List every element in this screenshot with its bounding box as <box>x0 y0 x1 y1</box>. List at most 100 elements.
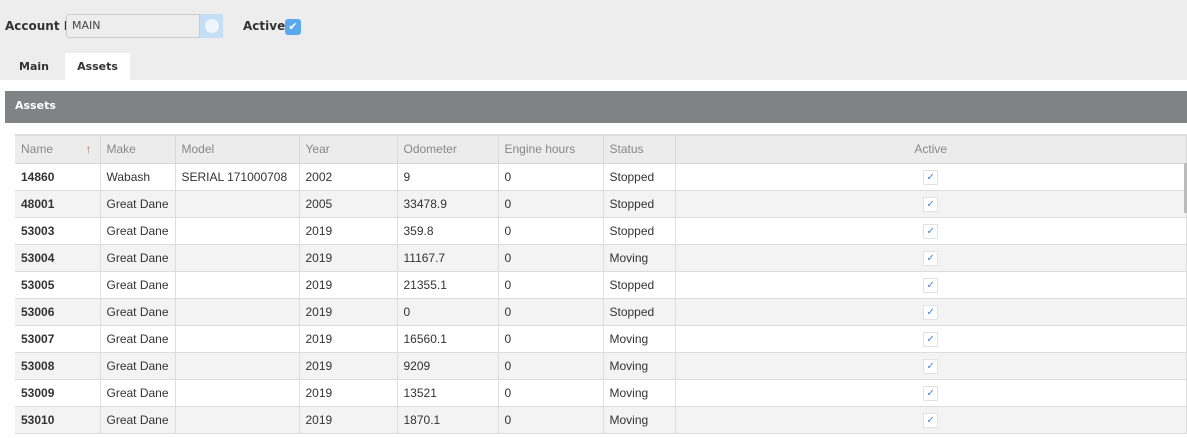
form-header: Account Id MAIN Active ✔ Main Assets <box>0 0 1187 80</box>
active-checkbox-icon[interactable]: ✓ <box>923 385 939 401</box>
lookup-button[interactable] <box>200 14 223 38</box>
assets-table: Name ↑ Make Model Year Odometer Engine hours St… <box>15 134 1187 434</box>
cell-model <box>175 217 300 245</box>
active-checkbox-icon[interactable]: ✓ <box>923 304 939 320</box>
cell-odometer: 9 <box>397 163 499 191</box>
column-header-odometer[interactable]: Odometer <box>397 134 499 164</box>
cell-year: 2019 <box>299 325 398 353</box>
active-checkbox-icon[interactable]: ✓ <box>923 250 939 266</box>
cell-status: Moving <box>603 406 676 434</box>
active-checkbox-icon[interactable]: ✓ <box>923 277 939 293</box>
cell-year: 2019 <box>299 406 398 434</box>
table-row[interactable]: 53007 Great Dane 2019 16560.1 0 Moving ✓ <box>15 325 1187 353</box>
account-id-input[interactable]: MAIN <box>66 14 200 38</box>
cell-year: 2019 <box>299 298 398 326</box>
cell-model <box>175 352 300 380</box>
active-checkbox-icon[interactable]: ✓ <box>923 358 939 374</box>
table-row[interactable]: 53006 Great Dane 2019 0 0 Stopped ✓ <box>15 298 1187 326</box>
cell-engine-hours: 0 <box>498 352 604 380</box>
cell-active: ✓ <box>675 190 1187 218</box>
cell-status: Moving <box>603 325 676 353</box>
sort-ascending-icon[interactable]: ↑ <box>85 142 92 157</box>
cell-status: Stopped <box>603 163 676 191</box>
column-header-engine-hours[interactable]: Engine hours <box>498 134 604 164</box>
table-row[interactable]: 53009 Great Dane 2019 13521 0 Moving ✓ <box>15 379 1187 407</box>
cell-name: 53003 <box>15 217 101 245</box>
table-row[interactable]: 48001 Great Dane 2005 33478.9 0 Stopped ✓ <box>15 190 1187 218</box>
cell-model <box>175 271 300 299</box>
column-header-year[interactable]: Year <box>299 134 398 164</box>
column-label: Year <box>305 142 330 157</box>
column-label: Make <box>106 142 136 157</box>
cell-make: Great Dane <box>100 244 176 272</box>
cell-status: Stopped <box>603 190 676 218</box>
cell-name: 53005 <box>15 271 101 299</box>
cell-make: Great Dane <box>100 379 176 407</box>
cell-engine-hours: 0 <box>498 298 604 326</box>
active-label: Active <box>243 19 286 33</box>
cell-year: 2002 <box>299 163 398 191</box>
active-checkbox-icon[interactable]: ✓ <box>923 331 939 347</box>
active-checkbox-icon[interactable]: ✓ <box>923 196 939 212</box>
cell-make: Great Dane <box>100 406 176 434</box>
cell-name: 53009 <box>15 379 101 407</box>
cell-status: Moving <box>603 379 676 407</box>
table-row[interactable]: 14860 Wabash SERIAL 171000708 2002 9 0 Stopped… <box>15 163 1187 191</box>
cell-make: Great Dane <box>100 352 176 380</box>
table-row[interactable]: 53008 Great Dane 2019 9209 0 Moving ✓ <box>15 352 1187 380</box>
cell-make: Great Dane <box>100 271 176 299</box>
cell-name: 53010 <box>15 406 101 434</box>
assets-panel-header: Assets <box>5 91 1187 123</box>
cell-active: ✓ <box>675 217 1187 245</box>
cell-status: Stopped <box>603 217 676 245</box>
cell-engine-hours: 0 <box>498 271 604 299</box>
cell-odometer: 21355.1 <box>397 271 499 299</box>
cell-active: ✓ <box>675 244 1187 272</box>
column-label: Engine hours <box>504 142 576 157</box>
compass-icon <box>204 19 219 33</box>
active-checkbox-icon[interactable]: ✓ <box>923 169 939 185</box>
tab-assets[interactable]: Assets <box>65 53 130 80</box>
column-label: Model <box>181 142 215 157</box>
cell-odometer: 359.8 <box>397 217 499 245</box>
column-header-model[interactable]: Model <box>175 134 300 164</box>
cell-model <box>175 379 300 407</box>
column-header-status[interactable]: Status <box>603 134 676 164</box>
column-header-make[interactable]: Make <box>100 134 176 164</box>
table-row[interactable]: 53003 Great Dane 2019 359.8 0 Stopped ✓ <box>15 217 1187 245</box>
active-checkbox-icon[interactable]: ✓ <box>923 223 939 239</box>
cell-engine-hours: 0 <box>498 406 604 434</box>
cell-name: 53008 <box>15 352 101 380</box>
cell-year: 2019 <box>299 217 398 245</box>
cell-odometer: 33478.9 <box>397 190 499 218</box>
column-label: Active <box>914 142 948 157</box>
cell-engine-hours: 0 <box>498 379 604 407</box>
active-checkbox[interactable]: ✔ <box>285 19 301 35</box>
cell-odometer: 1870.1 <box>397 406 499 434</box>
column-header-active[interactable]: Active <box>675 134 1187 164</box>
cell-name: 14860 <box>15 163 101 191</box>
cell-engine-hours: 0 <box>498 325 604 353</box>
table-row[interactable]: 53010 Great Dane 2019 1870.1 0 Moving ✓ <box>15 406 1187 434</box>
cell-odometer: 13521 <box>397 379 499 407</box>
cell-name: 53004 <box>15 244 101 272</box>
cell-active: ✓ <box>675 325 1187 353</box>
cell-model <box>175 298 300 326</box>
cell-status: Stopped <box>603 298 676 326</box>
column-header-name[interactable]: Name ↑ <box>15 134 101 164</box>
table-row[interactable]: 53005 Great Dane 2019 21355.1 0 Stopped ✓ <box>15 271 1187 299</box>
cell-year: 2019 <box>299 379 398 407</box>
active-checkbox-icon[interactable]: ✓ <box>923 412 939 428</box>
cell-year: 2019 <box>299 271 398 299</box>
cell-odometer: 0 <box>397 298 499 326</box>
table-row[interactable]: 53004 Great Dane 2019 11167.7 0 Moving ✓ <box>15 244 1187 272</box>
cell-model <box>175 406 300 434</box>
column-label: Odometer <box>403 142 457 157</box>
scrollbar[interactable] <box>1184 163 1187 213</box>
cell-name: 53006 <box>15 298 101 326</box>
cell-engine-hours: 0 <box>498 190 604 218</box>
cell-model <box>175 325 300 353</box>
tab-main[interactable]: Main <box>19 60 49 73</box>
cell-year: 2005 <box>299 190 398 218</box>
cell-make: Great Dane <box>100 217 176 245</box>
